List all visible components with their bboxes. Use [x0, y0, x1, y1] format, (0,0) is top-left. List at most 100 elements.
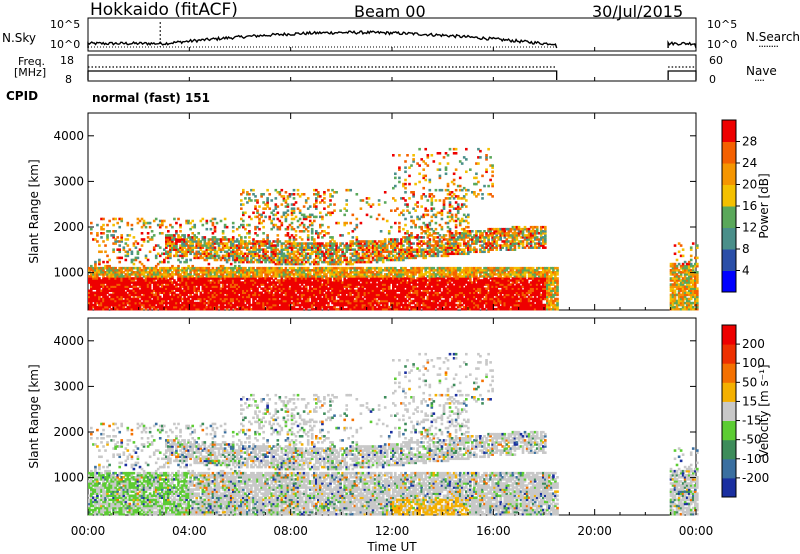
power-cell [266, 271, 269, 274]
power-cell [165, 277, 168, 280]
power-cell [246, 297, 249, 301]
power-cell [219, 238, 223, 241]
power-cell [315, 242, 318, 245]
power-cell [359, 221, 363, 225]
power-cell [120, 295, 124, 299]
power-cell [244, 240, 247, 243]
power-cell [240, 297, 243, 301]
power-cell [138, 283, 142, 286]
power-cell [207, 285, 211, 288]
power-cell [213, 273, 217, 276]
power-cell [282, 287, 286, 290]
power-cell [88, 269, 91, 272]
power-cell [207, 295, 211, 299]
power-cell [98, 305, 101, 309]
power-cell [288, 279, 292, 282]
power-cell [286, 232, 290, 235]
power-cell [126, 279, 130, 282]
power-cell [146, 291, 150, 295]
power-cell [161, 305, 164, 309]
power-cell [242, 269, 245, 272]
power-cell [114, 285, 117, 288]
power-cell [416, 205, 419, 208]
power-cell [223, 283, 227, 286]
power-cell [112, 289, 115, 293]
power-cell [282, 273, 286, 276]
power-cell [286, 301, 290, 305]
power-cell [227, 246, 231, 249]
power-cell [254, 289, 257, 293]
power-cell [124, 279, 128, 282]
power-cell [92, 285, 95, 288]
power-cell [317, 271, 320, 274]
power-cell [116, 287, 120, 290]
power-cell [191, 303, 195, 307]
power-cell [223, 242, 227, 245]
power-cell [270, 301, 274, 305]
power-cell [268, 240, 272, 243]
power-cell [165, 297, 168, 301]
power-cell [142, 293, 146, 297]
power-cell [396, 207, 399, 210]
power-cell [292, 287, 296, 290]
power-cell [254, 199, 257, 202]
power-cell [124, 242, 128, 245]
power-cell [298, 209, 302, 212]
power-cell [274, 275, 278, 278]
power-cell [276, 299, 280, 303]
power-cell [317, 291, 320, 295]
power-cell [315, 279, 318, 282]
power-cell [227, 299, 231, 303]
power-cell [106, 303, 109, 307]
power-cell [203, 283, 207, 286]
power-cell [274, 289, 278, 293]
power-cell [270, 199, 274, 202]
date-title: 30/Jul/2015 [592, 2, 684, 21]
power-cell [242, 293, 245, 297]
power-cell [254, 297, 257, 301]
power-cell [302, 285, 306, 288]
power-cell [167, 275, 170, 278]
power-cell [94, 281, 97, 284]
power-cell [304, 256, 308, 260]
power-cell [248, 287, 251, 290]
power-cell [296, 279, 300, 282]
power-cell [250, 246, 253, 249]
power-cell [286, 277, 290, 280]
power-cell [183, 281, 186, 284]
power-cell [167, 301, 170, 305]
power-cell [304, 281, 308, 284]
power-cell [288, 293, 292, 297]
power-cell [256, 240, 259, 243]
power-cell [146, 240, 150, 243]
power-cell [274, 252, 278, 256]
power-cell [150, 293, 154, 297]
power-cell [213, 283, 217, 286]
power-cell [225, 242, 229, 245]
power-cell [118, 279, 122, 282]
power-cell [156, 281, 160, 284]
power-cell [284, 307, 288, 311]
power-cell [211, 305, 215, 309]
power-cell [323, 283, 326, 286]
power-cell [207, 275, 211, 278]
power-cell [120, 307, 124, 311]
power-cell [262, 254, 265, 258]
power-cell [292, 305, 296, 309]
power-cell [213, 293, 217, 297]
power-cell [108, 277, 111, 280]
power-cell [242, 223, 245, 227]
power-cell [302, 225, 306, 229]
power-cell [256, 215, 259, 219]
power-cell [152, 289, 156, 293]
power-cell [189, 307, 192, 311]
power-cell [242, 191, 245, 194]
power-cell [90, 277, 93, 280]
power-cell [323, 281, 326, 284]
power-cell [254, 252, 257, 256]
power-cell [181, 301, 184, 305]
power-cell [313, 271, 316, 274]
power-cell [408, 182, 411, 186]
power-cell [250, 250, 253, 254]
power-cell [199, 219, 203, 223]
